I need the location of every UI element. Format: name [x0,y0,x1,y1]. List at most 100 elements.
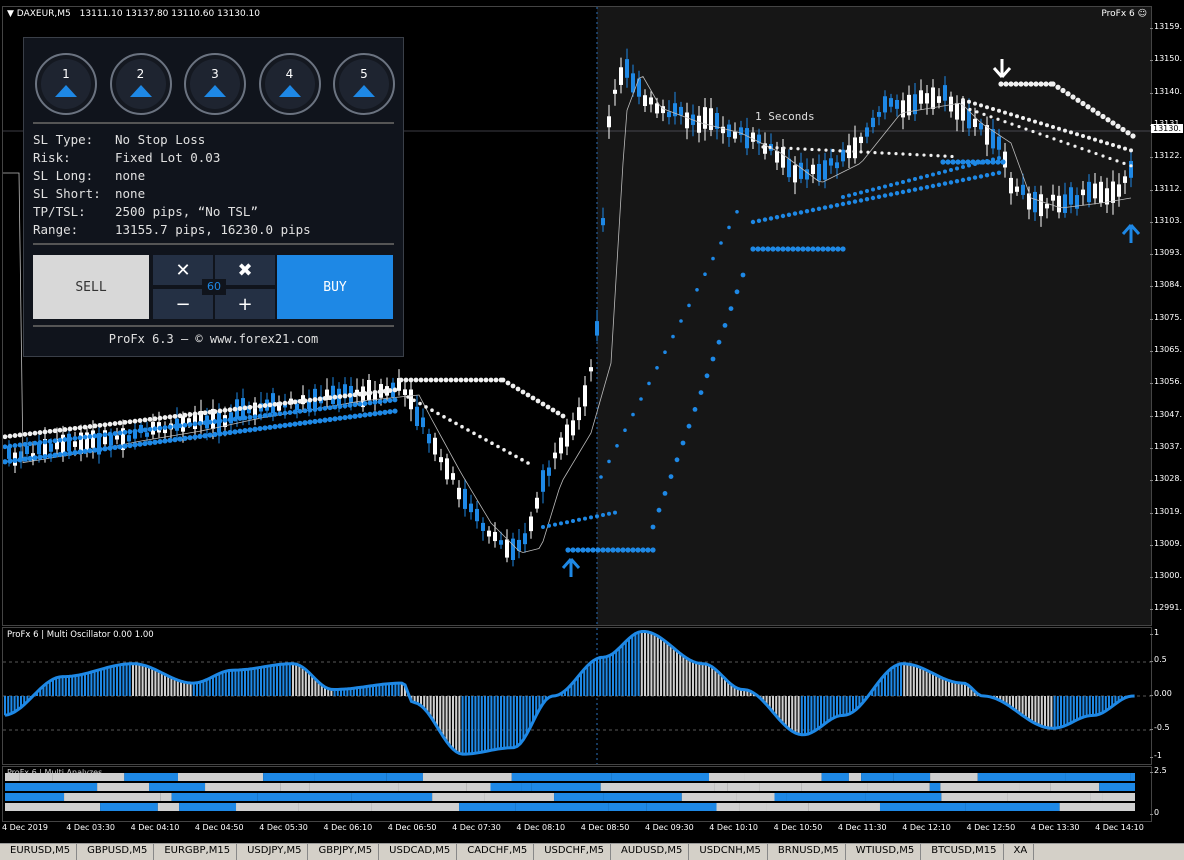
trail-dot [490,441,494,446]
analyzes-segment [1099,783,1135,791]
chart-tab[interactable]: EURGBP,M15 [154,844,238,860]
trail-dot [222,407,228,413]
triangle-up-icon [204,85,226,97]
candle-body [817,163,821,181]
chart-tab[interactable]: WTIUSD,M5 [846,844,922,860]
analyzes-segment [1102,793,1135,801]
candle-body [655,103,659,114]
trail-dot [630,547,636,553]
trail-dot [871,187,875,192]
trail-dot [530,395,536,401]
candle-body [637,78,641,97]
trail-dot [912,187,918,192]
trail-dot [367,411,373,417]
candle-body [937,96,941,103]
trail-dot [1045,134,1049,138]
preset-button-label: 1 [62,67,70,81]
trail-dot [277,411,283,417]
close-button[interactable]: ✕ [153,255,213,285]
candle-body [397,378,401,391]
chart-tab[interactable]: GBPJPY,M5 [308,844,380,860]
oscillator-chart[interactable]: ProFx 6 | Multi Oscillator 0.00 1.00 [2,627,1152,765]
candle-body [601,218,605,226]
candle-body [1015,186,1019,192]
chart-tab[interactable]: GBPUSD,M5 [77,844,155,860]
support-dots-5 [599,210,739,479]
price-chart[interactable]: ▼ DAXEUR,M5 13111.10 13137.80 13110.60 1… [2,6,1152,626]
support-dots-6 [650,272,746,530]
lot-value[interactable]: 60 [202,279,226,295]
trail-dot [889,183,893,187]
trail-dot [1057,126,1061,131]
candle-body [505,539,509,558]
candle-body [1057,195,1061,213]
preset-button-2[interactable]: 2 [109,53,172,115]
trail-dot [372,411,378,417]
chart-tab[interactable]: XA [1004,844,1035,860]
trail-dot [47,428,53,434]
analyzes-segment [861,773,894,781]
chart-tab[interactable]: USDCAD,M5 [379,844,458,860]
candle-body [745,128,749,149]
chart-tab[interactable]: USDCNH,M5 [689,844,768,860]
preset-button-1[interactable]: 1 [35,53,97,115]
candle-body [493,531,497,542]
price-tick: 13065. [1150,345,1182,354]
candle-body [295,403,299,410]
chart-ohlc: 13111.10 13137.80 13110.60 13130.10 [79,9,261,19]
chart-tab[interactable]: EURUSD,M5 [0,844,78,860]
buy-button[interactable]: BUY [277,255,393,319]
chart-tab[interactable]: USDJPY,M5 [237,844,309,860]
trail-dot [247,414,253,420]
trail-dot [468,377,474,383]
analyzes-segment [52,773,125,781]
trail-dot [640,547,646,553]
trail-dot [423,377,429,383]
trail-dot [1115,159,1119,163]
trail-dot [722,323,728,328]
candle-body [91,430,95,448]
sell-button[interactable]: SELL [33,255,149,319]
trail-dot [500,377,506,383]
preset-button-3[interactable]: 3 [184,53,246,115]
chart-tab[interactable]: CADCHF,M5 [457,844,535,860]
trail-dot [327,416,333,423]
candle-body [67,433,71,452]
trail-dot [97,432,103,438]
trail-dot [1052,137,1056,141]
trail-dot [954,179,960,184]
candle-body [793,165,797,183]
price-tick: 13122. [1150,151,1182,161]
analyzes-segment [515,803,609,811]
candle-body [1099,181,1103,203]
trail-dot [357,401,363,407]
trail-dot [756,218,762,223]
osc-tick: -0.5 [1150,723,1170,732]
dropdown-icon[interactable]: ▼ [7,9,14,19]
chart-tab[interactable]: BTCUSD,M15 [921,844,1004,860]
chart-tab[interactable]: USDCHF,M5 [534,844,611,860]
decrease-lot-button[interactable]: − [153,289,213,319]
candle-body [565,424,569,447]
trail-dot [292,421,298,427]
preset-button-4[interactable]: 4 [258,53,321,115]
chart-tab[interactable]: BRNUSD,M5 [768,844,846,860]
chart-tab[interactable]: AUDUSD,M5 [611,844,690,860]
preset-button-5[interactable]: 5 [333,53,395,115]
trail-dot [222,417,228,423]
analyzes-chart[interactable]: ProFx 6 | Multi Analyzes [2,766,1152,822]
current-price-label: 13130. [1151,124,1183,133]
price-tick: 13019. [1150,506,1182,516]
resistance-dots-4 [406,395,530,465]
trail-dot [997,156,1001,160]
trail-dot [307,419,313,425]
trail-dot [540,401,546,407]
analyzes-segment [848,773,862,781]
trail-dot [67,436,73,442]
analyzes-segment [351,793,433,801]
trail-dot [362,401,368,406]
candle-body [619,67,623,85]
analyzes-segment [5,793,65,801]
trail-dot [1123,146,1127,151]
candle-body [55,438,59,450]
